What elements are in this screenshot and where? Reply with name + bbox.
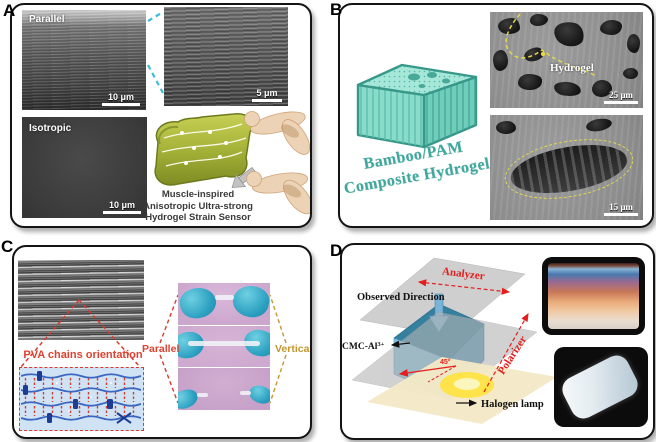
scalebar-5um: 5 μm	[252, 88, 282, 102]
polarizer-plane	[351, 311, 538, 401]
arrow-to-block	[231, 166, 257, 188]
panel-d-letter: D	[330, 241, 343, 260]
observed-direction-arrow	[428, 293, 450, 333]
glove-left	[178, 386, 201, 410]
sem-parallel-image: Parallel 10 μm	[22, 10, 146, 110]
sem-isotropic-image: Isotropic 10 μm	[22, 117, 147, 218]
hydrogel-cylinder-photo	[554, 347, 648, 427]
birefringence-photo	[542, 257, 645, 335]
cavity-outline	[500, 130, 638, 208]
caption-line: Hydrogel Strain Sensor	[145, 212, 251, 223]
glove-left	[178, 284, 220, 322]
halogen-plane	[367, 357, 557, 424]
pva-chain-diagram	[19, 367, 144, 431]
sample-cube	[393, 303, 485, 399]
lamp-glow	[440, 372, 494, 398]
pva-chain-svg	[21, 369, 141, 427]
analyzer-plane	[359, 257, 526, 337]
muscle-hydrogel-illustration	[154, 113, 257, 188]
polarizer-axis-arrow	[483, 312, 529, 393]
scalebar-text: 15 μm	[609, 202, 633, 212]
sem-fiber-image	[18, 260, 144, 340]
sem-porous-image: Hydrogel 25 μm	[490, 12, 643, 108]
sample-label: CMC-Al3+	[342, 341, 385, 352]
pore	[600, 20, 622, 35]
panel-a-card: Parallel 10 μm 5 μm Isotropic 10 μm	[10, 3, 312, 228]
panel-c-card: PVA chains orientation	[12, 245, 312, 439]
scalebar-line	[252, 99, 282, 102]
scalebar-text: 10 μm	[108, 200, 136, 210]
pore	[493, 50, 508, 71]
scalebar-line	[604, 213, 638, 216]
scalebar-15um: 15 μm	[604, 202, 638, 216]
glove-right	[230, 283, 270, 321]
caption-line: Anisotropic Ultra-strong	[143, 200, 253, 212]
parallel-label: Parallel	[142, 343, 180, 355]
glove-right	[247, 383, 270, 406]
scalebar-10um: 10 μm	[103, 200, 141, 214]
pore	[498, 18, 520, 34]
scalebar-line	[604, 101, 638, 104]
scalebar-10um: 10 μm	[102, 92, 140, 106]
halogen-lamp-label: Halogen lamp	[481, 399, 544, 410]
analyzer-axis-arrow	[417, 279, 511, 295]
sem-isotropic-label: Isotropic	[29, 123, 72, 134]
arm-top	[244, 111, 310, 155]
sample-callout: CMC-Al3+	[342, 340, 411, 352]
hydrogel-piece	[197, 393, 208, 397]
panel-a-caption: Muscle-inspired Anisotropic Ultra-strong…	[138, 189, 258, 224]
panel-b-letter: B	[330, 0, 343, 19]
lamp-callout: Halogen lamp	[456, 399, 544, 410]
pore	[522, 45, 546, 64]
pva-orientation-label: PVA chains orientation	[23, 349, 143, 361]
vertical-label: Vertical	[275, 343, 312, 355]
sem-zoom-image: 5 μm	[164, 7, 288, 106]
stretch-photo-top	[178, 283, 270, 325]
pore	[592, 80, 612, 97]
pore	[551, 19, 587, 49]
hydrogel-sample-stretched	[188, 341, 260, 346]
scalebar-line	[103, 211, 141, 214]
pore	[530, 14, 548, 26]
hydrogel-label: Hydrogel	[550, 62, 594, 74]
sem-parallel-label: Parallel	[29, 14, 65, 25]
panel-c-letter: C	[1, 237, 14, 256]
scalebar-text: 25 μm	[609, 90, 633, 100]
panel-d-card: 45° Analyzer Observed Direction CMC-Al3+…	[340, 243, 655, 440]
pore	[553, 80, 582, 98]
scalebar-25um: 25 μm	[604, 90, 638, 104]
angle-label: 45°	[440, 358, 451, 366]
pore	[518, 74, 542, 90]
lamp-glow-core	[454, 378, 480, 390]
observed-direction-label: Observed Direction	[357, 292, 445, 303]
pore	[623, 68, 638, 79]
scalebar-line	[102, 103, 140, 106]
analyzer-label: Analyzer	[441, 265, 485, 282]
pore	[627, 34, 640, 53]
stretch-photo-middle	[178, 326, 270, 367]
hydrogel-cylinder	[557, 351, 643, 423]
scalebar-text: 5 μm	[256, 88, 278, 98]
pore	[585, 117, 613, 133]
polarizer-label: Polarizer	[496, 334, 530, 377]
panel-b-title: Bamboo/PAM Composite Hydrogel	[340, 131, 502, 202]
stretch-photo-bottom	[178, 368, 270, 410]
angle-annotation: 45°	[398, 358, 457, 383]
iridescent-hydrogel	[548, 263, 639, 329]
panel-a-letter: A	[3, 1, 16, 20]
sem-cavity-image: 15 μm	[490, 115, 643, 220]
polarized-light-schematic: 45° Analyzer Observed Direction CMC-Al3+…	[342, 257, 557, 424]
scalebar-text: 10 μm	[107, 92, 135, 102]
caption-line: Muscle-inspired	[161, 189, 235, 200]
hydrogel-sample	[215, 295, 234, 300]
hydrogel-piece	[240, 391, 251, 395]
panel-b-card: Bamboo/PAM Composite Hydrogel Hydrogel 2…	[338, 3, 654, 228]
pore	[496, 121, 516, 134]
